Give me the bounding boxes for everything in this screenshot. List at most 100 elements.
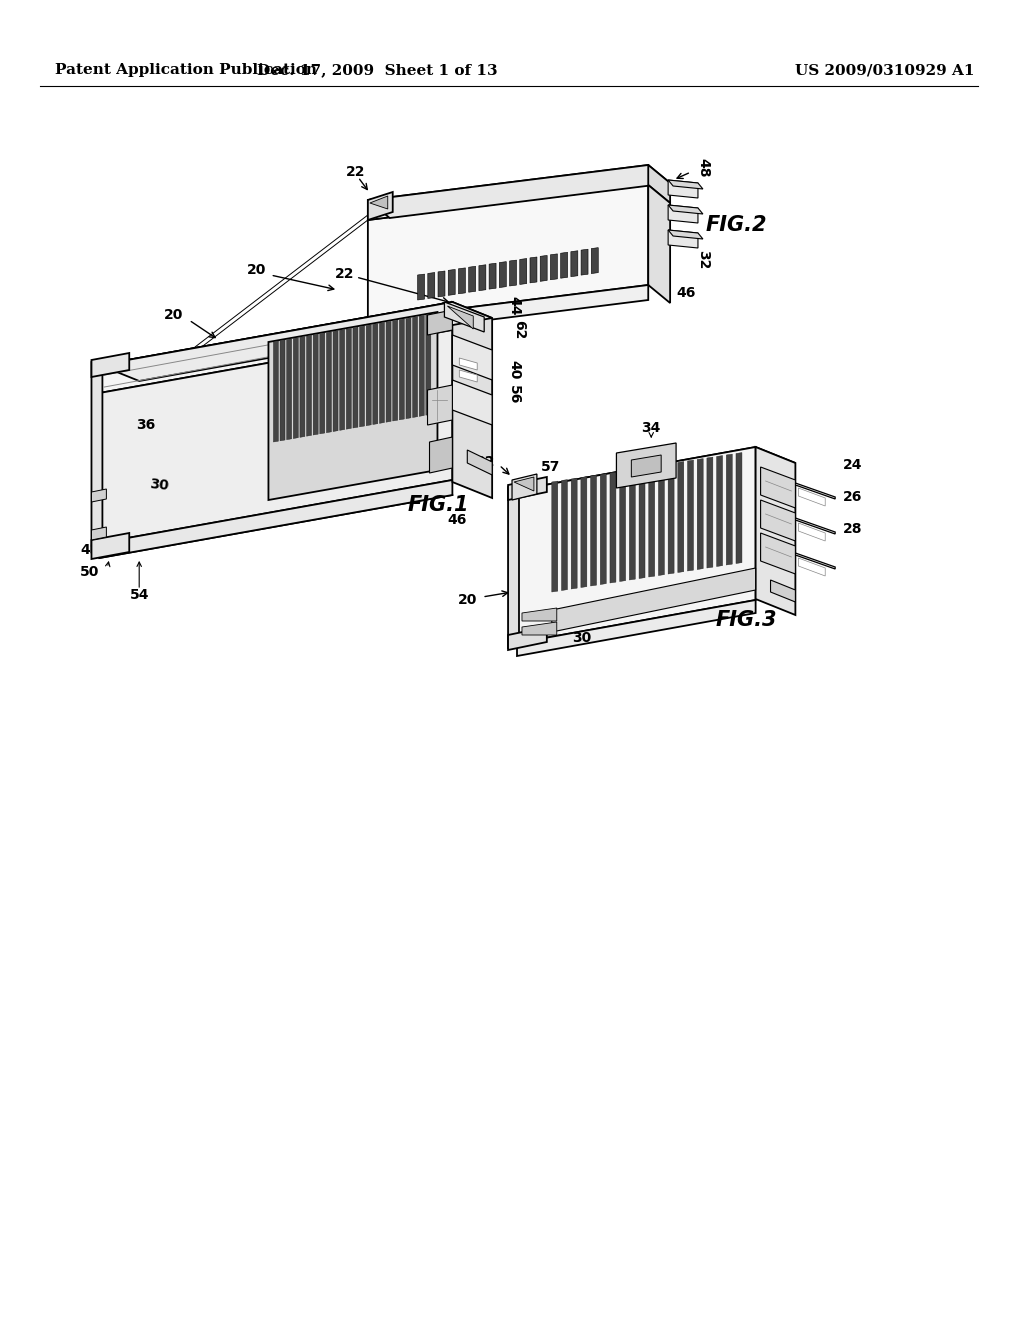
- Polygon shape: [552, 568, 756, 632]
- Polygon shape: [380, 322, 384, 424]
- Polygon shape: [799, 488, 825, 506]
- Polygon shape: [460, 370, 477, 381]
- Polygon shape: [319, 333, 325, 434]
- Text: 62: 62: [512, 321, 526, 339]
- Polygon shape: [541, 256, 547, 281]
- Polygon shape: [668, 205, 702, 214]
- Polygon shape: [678, 462, 684, 573]
- Text: 24: 24: [843, 458, 862, 473]
- Text: 22: 22: [475, 455, 496, 469]
- Polygon shape: [438, 271, 445, 297]
- Polygon shape: [386, 321, 391, 422]
- Polygon shape: [393, 321, 397, 421]
- Text: 20: 20: [164, 308, 183, 322]
- Polygon shape: [639, 467, 645, 578]
- Polygon shape: [668, 230, 702, 239]
- Text: 20: 20: [247, 263, 266, 277]
- Polygon shape: [514, 477, 534, 491]
- Polygon shape: [273, 341, 279, 442]
- Polygon shape: [368, 185, 648, 319]
- Polygon shape: [413, 317, 418, 417]
- Polygon shape: [508, 627, 547, 649]
- Text: 34: 34: [642, 421, 660, 436]
- Text: 20: 20: [458, 593, 477, 607]
- Text: 42: 42: [80, 543, 99, 557]
- Polygon shape: [428, 310, 453, 335]
- Polygon shape: [630, 469, 635, 579]
- Polygon shape: [99, 480, 453, 558]
- Polygon shape: [444, 302, 484, 333]
- Polygon shape: [453, 380, 493, 425]
- Text: 32: 32: [571, 610, 591, 624]
- Polygon shape: [453, 302, 493, 498]
- Polygon shape: [428, 385, 453, 425]
- Polygon shape: [91, 352, 129, 378]
- Polygon shape: [368, 165, 648, 220]
- Polygon shape: [333, 330, 338, 432]
- Polygon shape: [428, 272, 435, 298]
- Text: 46: 46: [447, 513, 467, 527]
- Polygon shape: [570, 251, 578, 277]
- Polygon shape: [697, 458, 703, 569]
- Text: 32: 32: [338, 345, 358, 360]
- Polygon shape: [293, 338, 298, 438]
- Polygon shape: [313, 334, 318, 436]
- Polygon shape: [591, 248, 598, 273]
- Polygon shape: [616, 444, 676, 488]
- Polygon shape: [370, 195, 388, 209]
- Polygon shape: [632, 455, 662, 477]
- Polygon shape: [418, 275, 425, 300]
- Polygon shape: [368, 165, 670, 218]
- Polygon shape: [610, 473, 615, 583]
- Polygon shape: [717, 455, 723, 566]
- Polygon shape: [512, 474, 537, 500]
- Polygon shape: [346, 329, 351, 429]
- Polygon shape: [560, 252, 567, 279]
- Polygon shape: [467, 450, 493, 475]
- Polygon shape: [373, 323, 378, 425]
- Polygon shape: [91, 527, 106, 540]
- Polygon shape: [99, 302, 453, 393]
- Polygon shape: [91, 488, 106, 502]
- Polygon shape: [469, 267, 475, 292]
- Polygon shape: [449, 269, 456, 296]
- Polygon shape: [799, 523, 825, 541]
- Text: 22: 22: [346, 165, 366, 180]
- Polygon shape: [268, 312, 437, 500]
- Polygon shape: [581, 477, 587, 587]
- Text: 26: 26: [843, 490, 862, 504]
- Polygon shape: [479, 265, 485, 290]
- Polygon shape: [796, 553, 836, 569]
- Text: FIG.2: FIG.2: [706, 215, 767, 235]
- Polygon shape: [447, 306, 473, 329]
- Polygon shape: [327, 331, 332, 433]
- Polygon shape: [581, 249, 588, 275]
- Polygon shape: [726, 454, 732, 565]
- Polygon shape: [799, 558, 825, 576]
- Polygon shape: [756, 447, 796, 615]
- Polygon shape: [287, 339, 292, 440]
- Polygon shape: [280, 341, 285, 441]
- Polygon shape: [300, 337, 305, 437]
- Polygon shape: [508, 484, 519, 648]
- Text: 22: 22: [335, 267, 354, 281]
- Polygon shape: [561, 479, 567, 590]
- Text: US 2009/0310929 A1: US 2009/0310929 A1: [796, 63, 975, 77]
- Polygon shape: [571, 478, 578, 589]
- Polygon shape: [359, 326, 365, 426]
- Polygon shape: [658, 465, 665, 576]
- Text: 28: 28: [843, 521, 862, 536]
- Text: 40: 40: [507, 360, 521, 380]
- Polygon shape: [510, 260, 516, 286]
- Polygon shape: [489, 263, 496, 289]
- Polygon shape: [530, 257, 537, 282]
- Polygon shape: [406, 318, 411, 418]
- Polygon shape: [508, 477, 547, 500]
- Polygon shape: [707, 457, 713, 568]
- Text: 30: 30: [148, 477, 169, 492]
- Polygon shape: [736, 453, 742, 564]
- Polygon shape: [429, 437, 453, 473]
- Polygon shape: [522, 609, 557, 620]
- Polygon shape: [761, 467, 796, 508]
- Polygon shape: [517, 447, 756, 643]
